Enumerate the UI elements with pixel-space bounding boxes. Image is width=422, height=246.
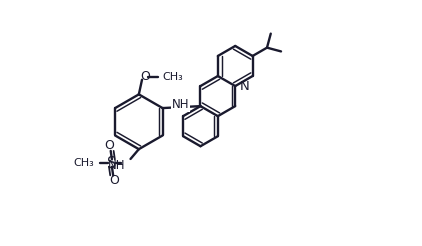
Text: NH: NH bbox=[172, 98, 189, 111]
Text: O: O bbox=[140, 70, 150, 83]
Text: CH₃: CH₃ bbox=[163, 72, 184, 81]
Text: CH₃: CH₃ bbox=[73, 158, 94, 168]
Text: O: O bbox=[105, 139, 114, 153]
Text: S: S bbox=[107, 156, 116, 171]
Text: O: O bbox=[109, 174, 119, 187]
Text: NH: NH bbox=[108, 159, 126, 171]
Text: N: N bbox=[240, 79, 250, 92]
